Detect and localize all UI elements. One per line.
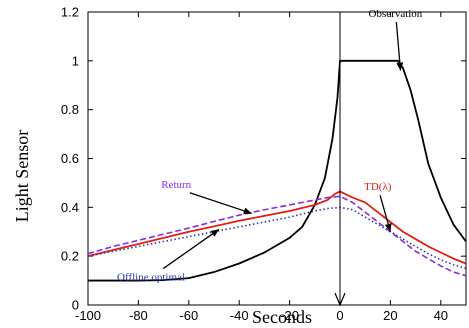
annotation-arrow-2 <box>189 192 253 215</box>
x-tick-label: -60 <box>179 308 198 323</box>
axis-ticks: -100 -80 -60 -40 -20 0 20 40 0 0.2 0.4 0.6 0.8 1 1.2 <box>61 5 466 323</box>
x-tick-label: -100 <box>75 308 101 323</box>
annotation-arrow-0 <box>395 21 402 71</box>
x-axis-title: Seconds <box>252 307 312 327</box>
series-lines <box>87 59 467 282</box>
x-tick-label: 40 <box>434 308 448 323</box>
x-tick-label: -80 <box>129 308 148 323</box>
annotation-label-3: Offline optimal <box>117 272 185 284</box>
annotation-label-0: Observation <box>369 8 423 20</box>
series-line-3 <box>87 206 467 270</box>
annotations: Observation TD(λ) Return Offline optimal <box>117 8 423 284</box>
y-tick-label: 0.8 <box>61 102 79 117</box>
y-axis-title: Light Sensor <box>12 130 32 223</box>
y-tick-label: 0.6 <box>61 151 79 166</box>
vertical-marker <box>334 12 346 307</box>
annotation-arrowhead-3 <box>210 229 220 237</box>
x-tick-label: -20 <box>280 308 299 323</box>
annotation-arrowhead-0 <box>396 62 404 71</box>
x-tick-label: 20 <box>383 308 397 323</box>
series-line-1 <box>87 190 467 265</box>
annotation-label-1: TD(λ) <box>364 181 392 193</box>
x-tick-label: -40 <box>230 308 249 323</box>
annotation-label-2: Return <box>161 179 191 191</box>
marker-arrowhead <box>334 292 346 307</box>
plot-area-frame <box>87 11 467 306</box>
y-tick-label: 1 <box>72 53 79 68</box>
y-tick-label: 0.4 <box>61 200 79 215</box>
series-line-0 <box>88 59 467 282</box>
x-tick-label: 0 <box>336 308 343 323</box>
annotation-arrowhead-1 <box>384 223 392 232</box>
series-line-2 <box>87 195 467 277</box>
y-tick-label: 1.2 <box>61 5 79 20</box>
y-tick-label: 0.2 <box>61 249 79 264</box>
plot-border <box>87 11 467 306</box>
y-tick-label: 0 <box>72 298 79 313</box>
annotation-arrowhead-2 <box>243 207 252 215</box>
annotation-arrow-3 <box>162 228 220 270</box>
